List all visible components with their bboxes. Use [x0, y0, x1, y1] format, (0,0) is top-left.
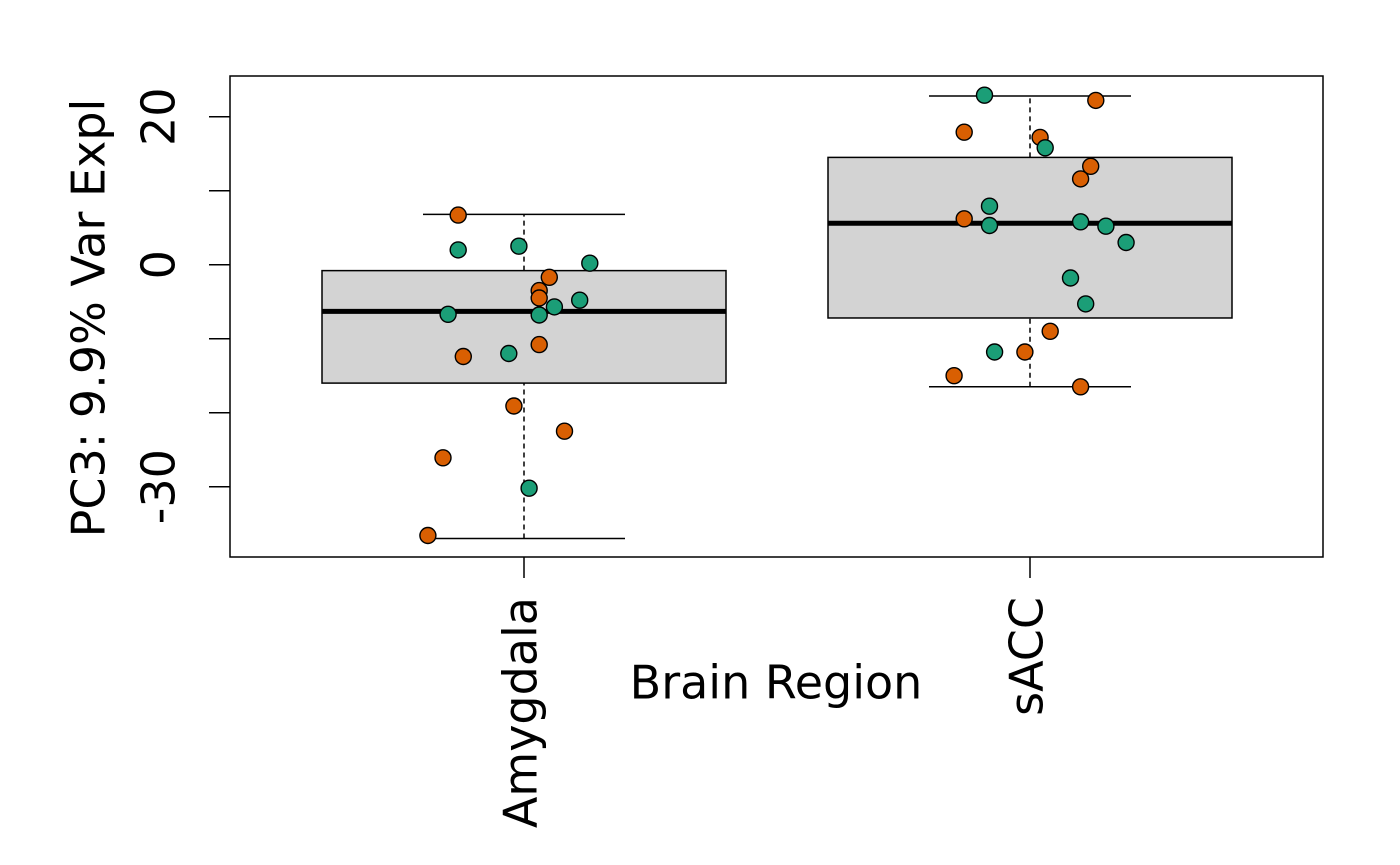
data-point [555, 422, 574, 440]
data-point [1081, 157, 1100, 176]
data-point [1071, 378, 1090, 396]
y-tick-label: -30 [132, 449, 186, 524]
data-point [500, 344, 518, 363]
data-point [1041, 322, 1059, 340]
data-point [955, 210, 973, 228]
data-point [1076, 295, 1095, 313]
point-layer [419, 86, 1135, 545]
data-point [545, 298, 564, 316]
data-point [955, 123, 973, 141]
data-point [439, 305, 457, 323]
data-point [505, 397, 523, 415]
data-point [975, 86, 994, 104]
data-point [1117, 233, 1135, 252]
data-point [980, 197, 999, 215]
box-amygdala [321, 269, 727, 384]
data-point [945, 367, 963, 385]
y-axis-title: PC3: 9.9% Var Expl [62, 99, 116, 538]
data-point [520, 479, 538, 497]
x-axis-title: Brain Region [630, 656, 923, 710]
data-point [530, 306, 548, 324]
data-point [540, 268, 558, 286]
data-point [1071, 213, 1090, 231]
data-point [1071, 170, 1090, 188]
data-point [1016, 343, 1034, 361]
y-tick-label: 0 [132, 250, 186, 279]
data-point [571, 291, 589, 309]
box-layer [321, 95, 1233, 540]
plot-frame [229, 75, 1324, 558]
y-tick-label: 20 [132, 87, 186, 146]
data-point [1097, 217, 1115, 235]
x-axis: Amygdala sACC [494, 557, 1054, 828]
data-point [530, 335, 548, 354]
data-point [454, 347, 472, 366]
data-point [1061, 269, 1080, 287]
data-point [530, 289, 548, 307]
data-point [449, 206, 467, 224]
x-tick-label: sACC [1000, 597, 1054, 716]
data-point [1036, 139, 1054, 157]
data-point [434, 449, 452, 467]
box-sacc [827, 156, 1233, 319]
x-tick-label: Amygdala [494, 597, 548, 828]
data-point [1087, 91, 1105, 110]
data-point [419, 526, 437, 545]
data-point [510, 237, 528, 255]
data-point [980, 216, 999, 235]
data-point [449, 241, 467, 259]
data-point [985, 343, 1004, 361]
data-point [581, 254, 599, 272]
y-axis: -30 0 20 [132, 87, 230, 524]
